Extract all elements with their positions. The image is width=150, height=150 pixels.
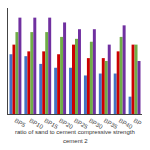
svg-text:BP40: BP40	[118, 117, 134, 130]
svg-text:ratio of sand to cement compre: ratio of sand to cement compressive stre…	[15, 129, 135, 135]
svg-text:BP15: BP15	[43, 117, 59, 130]
svg-text:BP30: BP30	[88, 117, 104, 130]
svg-text:BP35: BP35	[103, 117, 119, 130]
svg-text:BP10: BP10	[28, 117, 44, 130]
svg-text:BP25: BP25	[73, 117, 89, 130]
svg-text:BP: BP	[133, 117, 143, 126]
svg-text:BP5: BP5	[13, 117, 26, 128]
svg-text:cement 2: cement 2	[63, 138, 88, 144]
svg-text:BP20: BP20	[58, 117, 74, 130]
